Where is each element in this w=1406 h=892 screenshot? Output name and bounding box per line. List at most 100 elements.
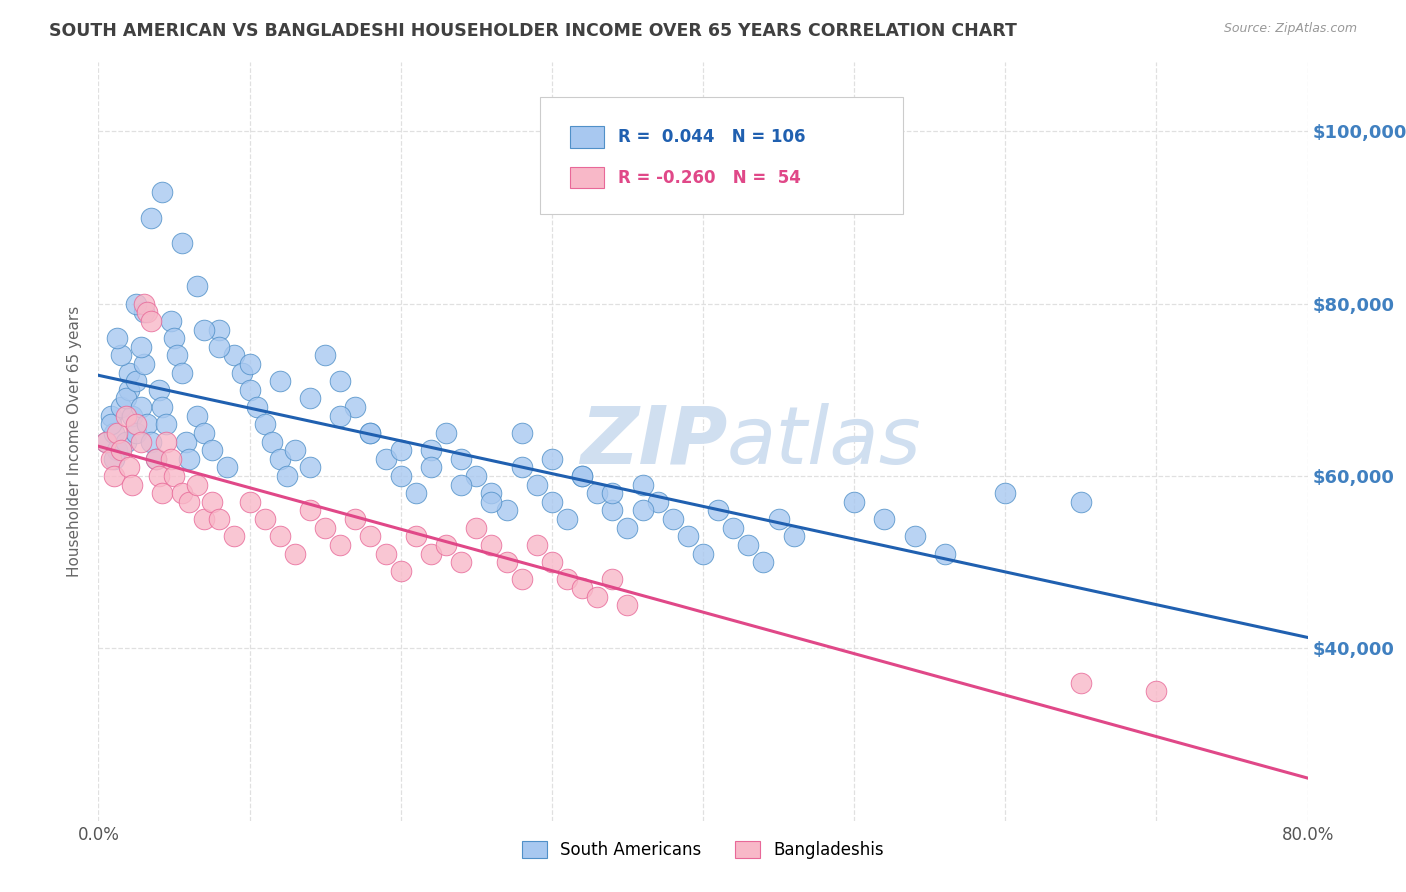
Point [276, 469, 298, 483]
Point [389, 469, 412, 483]
Point [110, 443, 132, 458]
Point [114, 434, 136, 449]
Point [110, 348, 132, 362]
Point [555, 512, 578, 526]
Point [125, 374, 148, 388]
Point [1144, 684, 1167, 698]
Point [186, 279, 208, 293]
Point [100, 409, 122, 423]
Point [314, 348, 336, 362]
Point [994, 486, 1017, 500]
Point [132, 357, 155, 371]
Point [121, 409, 143, 423]
Point [155, 417, 177, 432]
Point [481, 495, 503, 509]
Text: SOUTH AMERICAN VS BANGLADESHI HOUSEHOLDER INCOME OVER 65 YEARS CORRELATION CHART: SOUTH AMERICAN VS BANGLADESHI HOUSEHOLDE… [49, 22, 1017, 40]
Point [160, 451, 183, 466]
Point [934, 547, 956, 561]
Point [737, 538, 759, 552]
Point [676, 529, 699, 543]
Point [193, 512, 215, 526]
Point [150, 486, 173, 500]
Point [481, 486, 503, 500]
Point [374, 451, 396, 466]
Point [141, 314, 163, 328]
Point [125, 417, 148, 432]
Point [253, 512, 276, 526]
Point [389, 564, 412, 578]
FancyBboxPatch shape [569, 127, 603, 147]
Point [510, 425, 533, 440]
Point [752, 555, 775, 569]
Point [768, 512, 790, 526]
Point [495, 503, 517, 517]
Point [450, 451, 472, 466]
Point [707, 503, 730, 517]
Point [135, 305, 157, 319]
Point [510, 460, 533, 475]
Point [141, 434, 163, 449]
Point [170, 486, 193, 500]
Point [132, 305, 155, 319]
Point [555, 573, 578, 587]
Point [186, 409, 208, 423]
Point [360, 529, 382, 543]
Point [239, 383, 262, 397]
Text: Source: ZipAtlas.com: Source: ZipAtlas.com [1223, 22, 1357, 36]
Point [465, 521, 488, 535]
Text: R = -0.260   N =  54: R = -0.260 N = 54 [619, 169, 801, 186]
Point [540, 555, 562, 569]
Point [299, 503, 322, 517]
Point [121, 477, 143, 491]
Point [170, 236, 193, 251]
Point [269, 374, 291, 388]
Point [105, 443, 128, 458]
Point [269, 451, 291, 466]
Point [262, 434, 284, 449]
Point [114, 409, 136, 423]
Point [344, 512, 367, 526]
Point [224, 348, 246, 362]
Point [118, 383, 141, 397]
Point [389, 443, 412, 458]
Point [201, 443, 224, 458]
Point [166, 348, 188, 362]
Point [904, 529, 927, 543]
Point [94, 434, 117, 449]
Point [145, 451, 167, 466]
Point [1070, 495, 1092, 509]
Point [201, 495, 224, 509]
Point [103, 425, 125, 440]
Point [118, 460, 141, 475]
Point [314, 521, 336, 535]
Point [420, 443, 443, 458]
Point [100, 451, 122, 466]
Point [163, 469, 186, 483]
Point [103, 451, 125, 466]
Point [526, 477, 548, 491]
Point [631, 477, 654, 491]
Point [179, 451, 201, 466]
Point [374, 547, 396, 561]
Point [132, 296, 155, 310]
Point [526, 538, 548, 552]
Point [844, 495, 866, 509]
Point [103, 469, 125, 483]
Point [495, 555, 517, 569]
Point [125, 296, 148, 310]
FancyBboxPatch shape [569, 167, 603, 188]
Point [100, 417, 122, 432]
Point [129, 434, 152, 449]
Point [420, 547, 443, 561]
Point [481, 538, 503, 552]
Point [208, 512, 231, 526]
Point [510, 573, 533, 587]
Point [148, 469, 170, 483]
Point [647, 495, 669, 509]
Point [420, 460, 443, 475]
Point [616, 599, 638, 613]
Point [208, 322, 231, 336]
Point [148, 383, 170, 397]
Point [246, 400, 269, 414]
Point [344, 400, 367, 414]
